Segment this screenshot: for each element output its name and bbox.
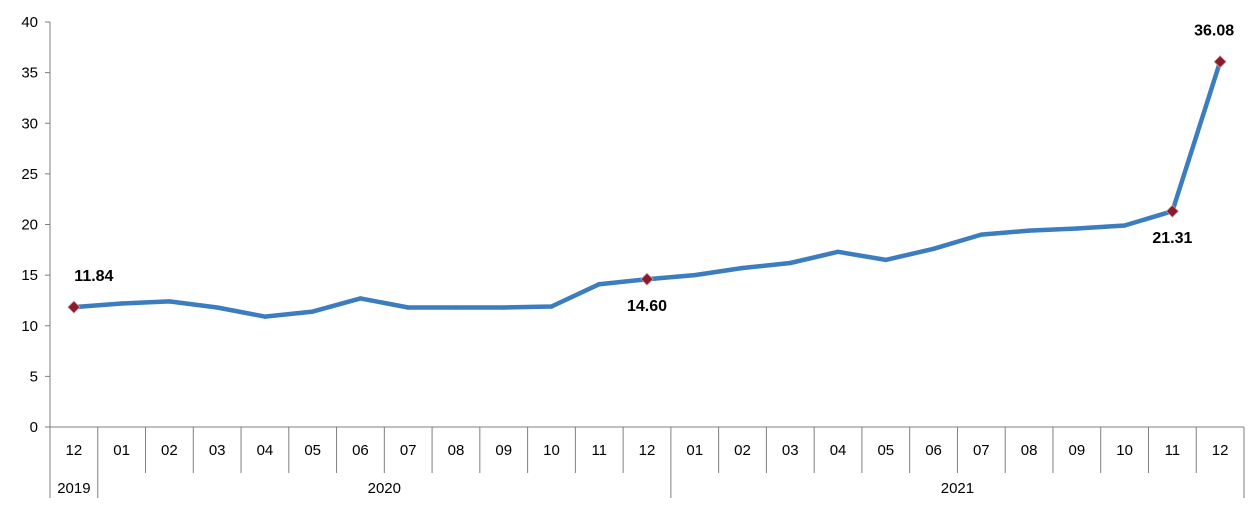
x-tick-label: 02	[161, 442, 178, 459]
x-tick-label: 06	[352, 442, 369, 459]
x-tick-label: 09	[1068, 442, 1085, 459]
data-label: 21.31	[1152, 230, 1192, 247]
x-tick-label: 04	[257, 442, 274, 459]
x-tick-label: 03	[209, 442, 226, 459]
x-tick-label: 12	[639, 442, 656, 459]
x-axis-ticks: 12 01 02 03 04 05 06 07 08 09 10 11 12 01 02 03 04 05 06 07…	[49, 427, 1245, 498]
data-point	[406, 305, 411, 310]
data-point	[1074, 226, 1080, 231]
y-tick-label: 40	[21, 14, 38, 31]
data-point	[835, 249, 841, 255]
x-tick-label: 01	[113, 442, 130, 459]
data-point	[358, 296, 363, 301]
x-tick-label: 11	[591, 442, 607, 459]
x-tick-label: 10	[543, 442, 560, 459]
data-point	[262, 314, 268, 319]
x-tick-label: 04	[830, 442, 847, 459]
y-tick-label: 5	[30, 368, 38, 385]
year-label: 2020	[368, 480, 401, 497]
x-tick-label: 02	[734, 442, 751, 459]
year-label: 2021	[941, 480, 974, 497]
y-axis-ticks: 0 5 10 15 20 25 30 35 40	[21, 14, 50, 436]
data-point	[597, 282, 602, 287]
data-point	[310, 309, 315, 314]
x-tick-label: 01	[686, 442, 703, 459]
data-point	[931, 246, 936, 251]
data-point	[1122, 223, 1127, 228]
x-tick-label: 08	[1021, 442, 1038, 459]
y-tick-label: 25	[21, 166, 38, 183]
y-tick-label: 35	[21, 65, 38, 82]
data-point	[979, 232, 984, 237]
data-point	[214, 305, 220, 310]
x-tick-label: 05	[877, 442, 894, 459]
data-point	[740, 265, 745, 271]
y-tick-label: 10	[21, 318, 38, 335]
markers	[67, 55, 1227, 314]
x-tick-label: 09	[495, 442, 512, 459]
data-point	[1026, 228, 1032, 233]
data-point	[549, 304, 554, 309]
x-tick-label: 08	[448, 442, 465, 459]
x-tick-label: 12	[1212, 442, 1229, 459]
x-tick-label: 10	[1116, 442, 1133, 459]
diamond-marker	[640, 272, 654, 286]
data-point	[119, 301, 124, 306]
data-point	[453, 305, 459, 310]
data-point	[788, 260, 793, 266]
y-tick-label: 15	[21, 267, 38, 284]
y-tick-label: 30	[21, 115, 38, 132]
x-tick-label: 07	[973, 442, 990, 459]
x-tick-label: 12	[66, 442, 83, 459]
data-point	[883, 257, 888, 263]
data-labels: 11.84 14.60 21.31 36.08	[74, 23, 1234, 315]
year-label: 2019	[57, 480, 90, 497]
axes	[49, 22, 1244, 428]
data-point	[501, 305, 506, 310]
diamond-marker	[67, 300, 81, 314]
x-tick-label: 07	[400, 442, 417, 459]
x-tick-label: 06	[925, 442, 942, 459]
x-tick-label: 05	[304, 442, 321, 459]
x-tick-label: 03	[782, 442, 799, 459]
data-label: 36.08	[1194, 23, 1234, 40]
y-tick-label: 20	[21, 217, 38, 234]
y-tick-label: 0	[30, 419, 38, 436]
diamond-marker	[1213, 55, 1227, 69]
data-point	[692, 272, 697, 278]
data-label: 14.60	[627, 298, 667, 315]
data-point	[167, 299, 172, 304]
x-tick-label: 11	[1165, 442, 1181, 459]
diamond-marker	[1165, 204, 1179, 218]
data-label: 11.84	[74, 268, 113, 285]
